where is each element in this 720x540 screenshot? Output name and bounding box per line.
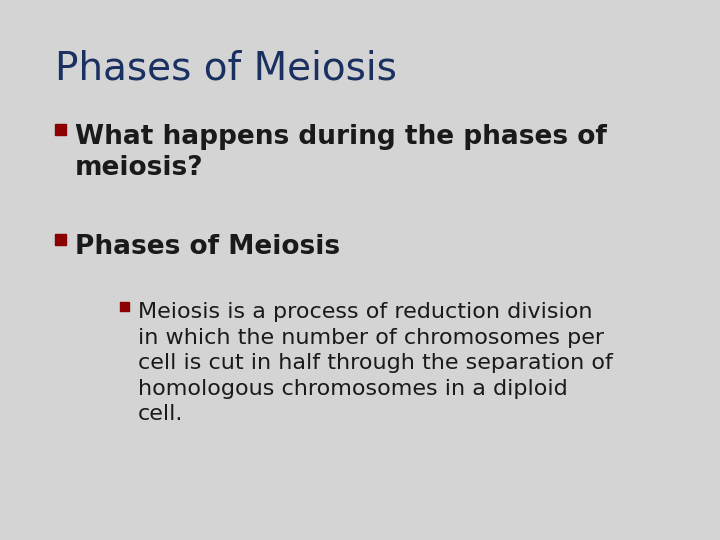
Text: Phases of Meiosis: Phases of Meiosis bbox=[55, 50, 397, 88]
Text: Phases of Meiosis: Phases of Meiosis bbox=[75, 234, 340, 260]
Bar bbox=[55, 234, 66, 245]
Text: Meiosis is a process of reduction division
in which the number of chromosomes pe: Meiosis is a process of reduction divisi… bbox=[138, 302, 613, 424]
Text: What happens during the phases of
meiosis?: What happens during the phases of meiosi… bbox=[75, 124, 607, 181]
Bar bbox=[120, 302, 129, 311]
Bar bbox=[55, 124, 66, 135]
